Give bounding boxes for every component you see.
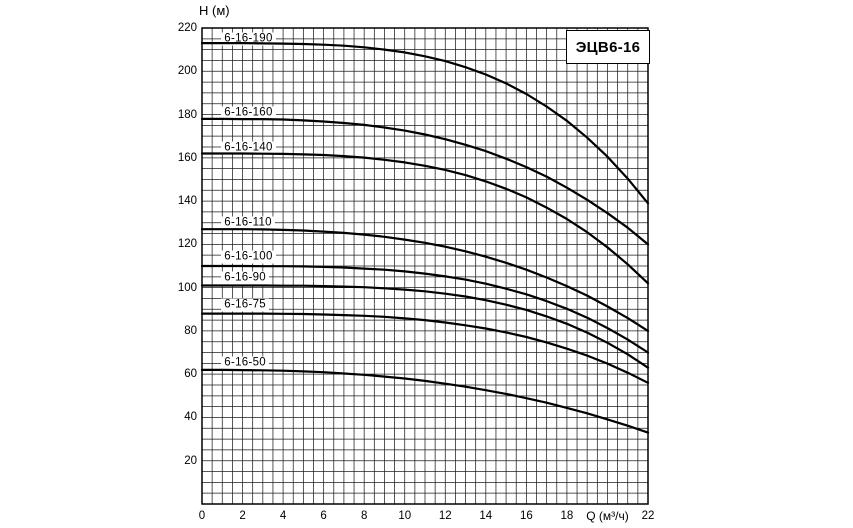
- x-tick-label: 10: [398, 510, 412, 522]
- curve-label-6-16-160: 6-16-160: [221, 106, 276, 120]
- x-tick-label: 18: [560, 510, 574, 522]
- y-axis-title: H (м): [199, 3, 230, 18]
- curve-label-6-16-100: 6-16-100: [221, 250, 276, 264]
- x-tick-label: 14: [479, 510, 493, 522]
- pump-model-badge: ЭЦВ6-16: [566, 30, 650, 64]
- curve-label-6-16-140: 6-16-140: [221, 141, 276, 155]
- x-tick-label: 0: [198, 510, 206, 522]
- curve-label-6-16-190: 6-16-190: [221, 32, 276, 46]
- x-tick-label: 6: [320, 510, 327, 522]
- y-tick-label: 20: [184, 454, 197, 467]
- y-tick-label: 200: [177, 65, 197, 78]
- curve-label-6-16-50: 6-16-50: [221, 356, 269, 370]
- y-tick-label: 60: [184, 368, 197, 381]
- y-tick-label: 160: [177, 151, 197, 164]
- x-axis-title: Q (м³/ч): [586, 509, 629, 523]
- y-tick-label: 180: [177, 108, 197, 121]
- x-tick-label: 4: [279, 510, 287, 522]
- x-tick-label: 2: [239, 510, 246, 522]
- y-tick-label: 80: [184, 324, 197, 337]
- curve-label-6-16-75: 6-16-75: [221, 298, 269, 312]
- y-tick-label: 140: [177, 195, 197, 208]
- y-tick-label: 100: [177, 281, 197, 294]
- x-tick-label: 8: [360, 510, 368, 522]
- y-tick-label: 40: [184, 411, 197, 424]
- x-tick-label: 22: [641, 510, 655, 522]
- y-tick-label: 120: [177, 238, 197, 251]
- curve-label-6-16-110: 6-16-110: [221, 216, 275, 230]
- x-tick-label: 12: [438, 510, 452, 522]
- curve-label-6-16-90: 6-16-90: [221, 271, 269, 285]
- y-tick-label: 220: [177, 22, 197, 34]
- x-tick-label: 16: [519, 510, 533, 522]
